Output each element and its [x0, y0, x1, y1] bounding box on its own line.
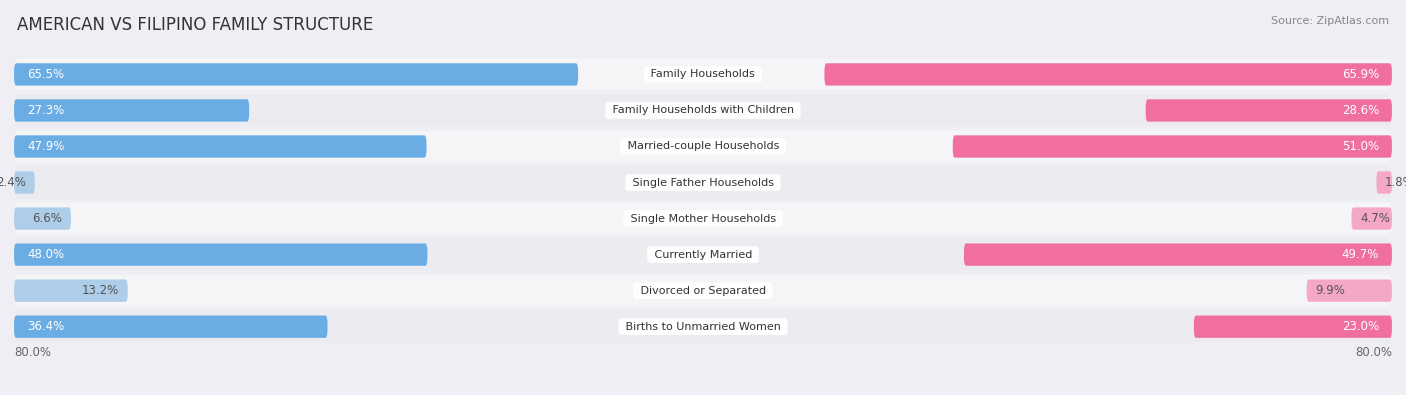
Text: 51.0%: 51.0%: [1341, 140, 1379, 153]
Text: 65.5%: 65.5%: [27, 68, 65, 81]
FancyBboxPatch shape: [14, 95, 1392, 126]
FancyBboxPatch shape: [1146, 99, 1392, 122]
FancyBboxPatch shape: [14, 207, 70, 230]
FancyBboxPatch shape: [1351, 207, 1392, 230]
FancyBboxPatch shape: [14, 280, 128, 302]
Text: 27.3%: 27.3%: [27, 104, 65, 117]
FancyBboxPatch shape: [14, 311, 1392, 342]
FancyBboxPatch shape: [14, 99, 249, 122]
FancyBboxPatch shape: [14, 275, 1392, 307]
FancyBboxPatch shape: [14, 203, 1392, 234]
Text: Family Households with Children: Family Households with Children: [609, 105, 797, 115]
Text: 36.4%: 36.4%: [27, 320, 65, 333]
Text: 28.6%: 28.6%: [1341, 104, 1379, 117]
FancyBboxPatch shape: [14, 167, 1392, 198]
Text: 1.8%: 1.8%: [1385, 176, 1406, 189]
FancyBboxPatch shape: [824, 63, 1392, 86]
FancyBboxPatch shape: [1306, 280, 1392, 302]
Text: Source: ZipAtlas.com: Source: ZipAtlas.com: [1271, 16, 1389, 26]
Text: 4.7%: 4.7%: [1360, 212, 1391, 225]
Text: 65.9%: 65.9%: [1341, 68, 1379, 81]
Text: 13.2%: 13.2%: [82, 284, 120, 297]
Text: 6.6%: 6.6%: [32, 212, 62, 225]
Legend: American, Filipino: American, Filipino: [617, 394, 789, 395]
Text: 80.0%: 80.0%: [1355, 346, 1392, 359]
Text: 9.9%: 9.9%: [1315, 284, 1346, 297]
FancyBboxPatch shape: [14, 63, 578, 86]
FancyBboxPatch shape: [14, 58, 1392, 90]
FancyBboxPatch shape: [1194, 316, 1392, 338]
Text: Births to Unmarried Women: Births to Unmarried Women: [621, 322, 785, 332]
Text: AMERICAN VS FILIPINO FAMILY STRUCTURE: AMERICAN VS FILIPINO FAMILY STRUCTURE: [17, 16, 373, 34]
FancyBboxPatch shape: [14, 239, 1392, 271]
FancyBboxPatch shape: [14, 316, 328, 338]
FancyBboxPatch shape: [1376, 171, 1392, 194]
Text: 80.0%: 80.0%: [14, 346, 51, 359]
FancyBboxPatch shape: [14, 135, 426, 158]
Text: 47.9%: 47.9%: [27, 140, 65, 153]
Text: Single Father Households: Single Father Households: [628, 177, 778, 188]
Text: Family Households: Family Households: [647, 70, 759, 79]
FancyBboxPatch shape: [965, 243, 1392, 266]
Text: 2.4%: 2.4%: [0, 176, 27, 189]
FancyBboxPatch shape: [14, 243, 427, 266]
Text: 49.7%: 49.7%: [1341, 248, 1379, 261]
Text: Married-couple Households: Married-couple Households: [624, 141, 782, 152]
Text: Single Mother Households: Single Mother Households: [627, 214, 779, 224]
Text: 23.0%: 23.0%: [1341, 320, 1379, 333]
FancyBboxPatch shape: [953, 135, 1392, 158]
FancyBboxPatch shape: [14, 131, 1392, 162]
Text: Divorced or Separated: Divorced or Separated: [637, 286, 769, 295]
Text: Currently Married: Currently Married: [651, 250, 755, 260]
FancyBboxPatch shape: [14, 171, 35, 194]
Text: 48.0%: 48.0%: [27, 248, 65, 261]
